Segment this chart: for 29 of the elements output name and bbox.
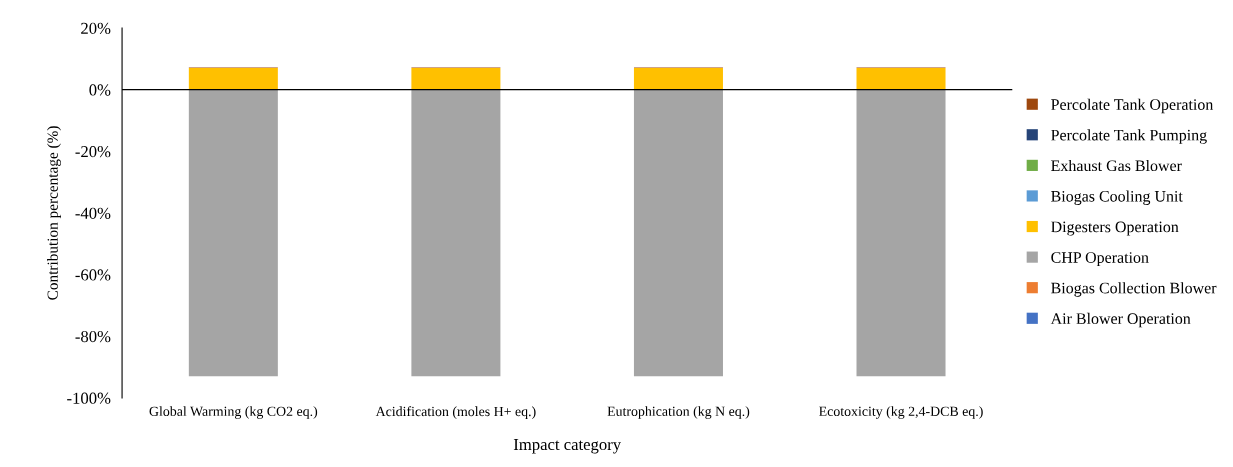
x-tick-label: Acidification (moles H+ eq.) bbox=[375, 406, 536, 419]
y-tick-label: -20% bbox=[75, 146, 111, 158]
legend-label: Percolate Tank Pumping bbox=[1051, 129, 1207, 144]
legend-label: CHP Operation bbox=[1051, 252, 1149, 267]
y-tick-label: -100% bbox=[67, 392, 111, 404]
y-tick-label: -40% bbox=[75, 207, 111, 219]
legend-label: Air Blower Operation bbox=[1050, 312, 1191, 328]
legend-label: Biogas Collection Blower bbox=[1051, 282, 1217, 297]
bar bbox=[188, 68, 278, 90]
legend-label: Exhaust Gas Blower bbox=[1051, 159, 1182, 172]
x-tick-label: Eutrophication (kg N eq.) bbox=[607, 406, 750, 419]
x-tick-label: Global Warming (kg CO2 eq.) bbox=[149, 406, 318, 419]
y-tick-label: 0% bbox=[89, 84, 111, 96]
x-axis-title: Impact category bbox=[513, 439, 622, 454]
legend-label: Percolate Tank Operation bbox=[1051, 98, 1214, 114]
bar bbox=[411, 89, 501, 377]
bar bbox=[856, 68, 946, 90]
legend-label: Biogas Cooling Unit bbox=[1051, 190, 1183, 205]
y-tick-label: -60% bbox=[75, 269, 111, 281]
bar bbox=[411, 68, 501, 90]
bar bbox=[633, 89, 723, 377]
y-axis-title: Contribution percentage (%) bbox=[47, 126, 61, 300]
y-tick-label: 20% bbox=[81, 22, 111, 35]
legend-label: Digesters Operation bbox=[1051, 221, 1179, 236]
x-tick-label: Ecotoxicity (kg 2,4-DCB eq.) bbox=[819, 406, 983, 419]
bar bbox=[188, 89, 278, 377]
y-tick-label: -80% bbox=[75, 330, 111, 343]
bar bbox=[856, 89, 946, 377]
bar bbox=[633, 68, 723, 90]
